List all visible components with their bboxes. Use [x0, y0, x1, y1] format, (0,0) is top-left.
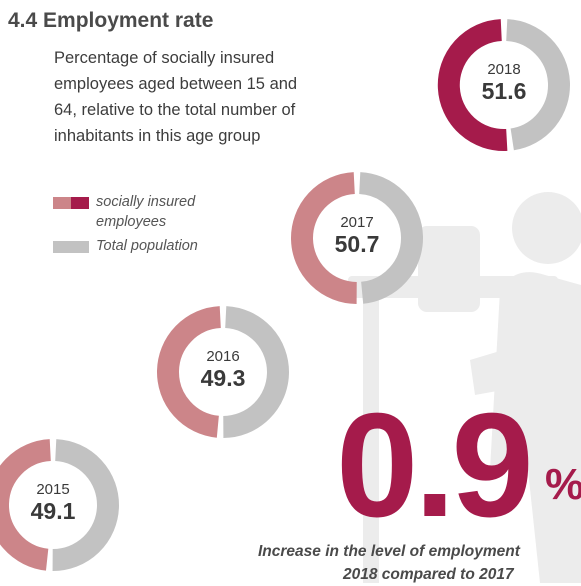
donut-label-2016: 2016 49.3 — [183, 348, 263, 391]
legend-label-employees: socially insured employees — [96, 194, 196, 230]
donut-year-2015: 2015 — [36, 481, 70, 498]
highlight-caption: Increase in the level of employment 2018… — [258, 540, 581, 586]
donut-value-2017: 50.7 — [334, 231, 380, 257]
highlight-caption-line1: Increase in the level of employment — [258, 543, 520, 560]
donut-slice-employees-2015 — [0, 439, 52, 571]
donut-value-2016: 49.3 — [200, 365, 246, 391]
legend-swatch-total — [53, 241, 89, 253]
donut-slice-total-2018 — [505, 19, 570, 151]
donut-year-2017: 2017 — [340, 214, 374, 231]
highlight-unit: % — [545, 460, 581, 509]
legend-label-total: Total population — [96, 238, 198, 254]
donut-year-2016: 2016 — [206, 348, 240, 365]
donut-slice-total-2016 — [222, 306, 289, 438]
donut-year-2018: 2018 — [487, 61, 521, 78]
donut-value-2018: 51.6 — [481, 78, 527, 104]
donut-label-2018: 2018 51.6 — [464, 61, 544, 104]
donut-label-2017: 2017 50.7 — [317, 214, 397, 257]
donut-slice-employees-2016 — [157, 306, 222, 438]
donut-label-2015: 2015 49.1 — [13, 481, 93, 524]
section-title: 4.4 Employment rate — [8, 9, 214, 32]
donut-value-2015: 49.1 — [30, 498, 76, 524]
donut-slice-employees-2018 — [437, 19, 508, 151]
donut-slice-employees-2017 — [291, 172, 358, 304]
highlight-number: 0.9 — [336, 383, 534, 548]
section-subtitle: Percentage of socially insured employees… — [54, 49, 298, 145]
legend-swatch-employees — [53, 197, 89, 209]
donut-slice-total-2017 — [358, 172, 423, 304]
person-at-desk-watermark-icon — [348, 192, 581, 583]
donut-slice-total-2015 — [52, 439, 119, 572]
highlight-caption-line2: 2018 compared to 2017 — [343, 566, 514, 583]
